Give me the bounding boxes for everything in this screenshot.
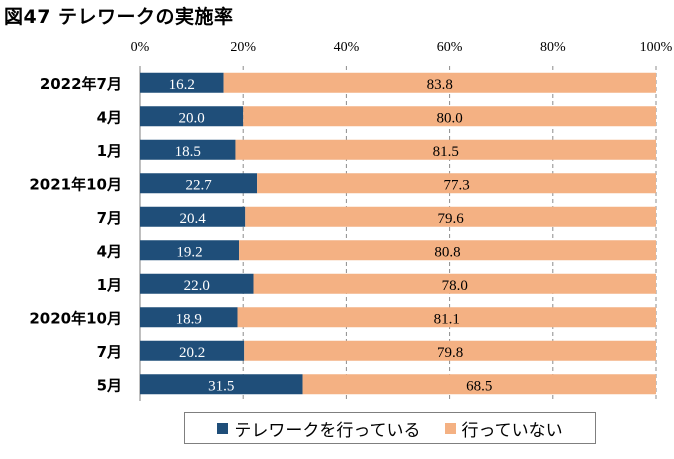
data-label-doing: 16.2 [169,77,195,93]
bar-not-doing [239,240,656,261]
bar-doing [140,72,224,93]
x-tick-label: 40% [334,40,360,55]
bar-not-doing [257,173,656,194]
bar-doing [140,139,236,160]
data-label-doing: 20.2 [179,345,205,361]
category-label: 4月 [97,108,122,126]
bar-not-doing [245,206,656,227]
data-label-not-doing: 81.5 [433,144,459,160]
data-label-doing: 20.0 [178,110,204,126]
data-label-not-doing: 79.6 [438,211,465,227]
stacked-bar-chart: 0% 20% 40% 60% 80% 100% 2022年7月 16.2 83.8 4月 20.0 8… [29,40,673,401]
category-label: 2021年10月 [29,175,122,193]
bar-doing [140,106,244,127]
category-label: 1月 [97,142,122,160]
x-tick-label: 80% [540,40,566,55]
category-label: 7月 [97,209,122,227]
data-label-not-doing: 80.8 [434,244,460,260]
x-tick-label: 20% [230,40,256,55]
category-label: 1月 [97,276,122,294]
legend-item-doing: テレワークを行っている [217,416,421,441]
data-label-doing: 20.4 [180,211,207,227]
category-label: 2020年10月 [29,309,122,327]
x-tick-label: 60% [437,40,463,55]
legend: テレワークを行っている 行っていない [184,412,596,444]
legend-label-doing: テレワークを行っている [234,420,421,441]
data-label-doing: 18.5 [175,144,201,160]
bar-not-doing [223,72,657,93]
data-label-doing: 22.0 [184,278,210,294]
bar-doing [140,307,238,328]
bar-doing [140,240,240,261]
data-label-doing: 22.7 [185,177,212,193]
bar-not-doing [237,307,657,328]
data-label-not-doing: 83.8 [427,77,453,93]
bar-doing [140,340,245,361]
bar-doing [140,374,303,395]
bar-not-doing [253,273,656,294]
category-label: 7月 [97,343,122,361]
bar-not-doing [244,340,656,361]
data-label-not-doing: 80.0 [436,110,462,126]
x-tick-label: 0% [131,40,150,55]
category-label: 4月 [97,242,122,260]
bar-not-doing [235,139,656,160]
bar-not-doing [243,106,656,127]
legend-label-not-doing: 行っていない [461,420,563,441]
data-label-doing: 31.5 [208,378,234,394]
category-label: 2022年7月 [40,75,122,93]
bar-doing [140,173,258,194]
legend-swatch-doing [217,422,229,434]
data-label-doing: 19.2 [176,244,202,260]
bar-doing [140,206,246,227]
legend-swatch-not-doing [444,422,456,434]
data-label-not-doing: 78.0 [442,278,468,294]
data-label-not-doing: 68.5 [466,378,492,394]
bar-not-doing [302,374,656,395]
chart-title: 図47 テレワークの実施率 [4,6,234,28]
data-label-not-doing: 81.1 [434,311,460,327]
data-label-not-doing: 79.8 [437,345,463,361]
category-label: 5月 [97,376,122,394]
data-label-not-doing: 77.3 [443,177,469,193]
bar-doing [140,273,254,294]
data-label-doing: 18.9 [176,311,202,327]
x-tick-label: 100% [640,40,673,55]
legend-item-not-doing: 行っていない [444,416,563,441]
